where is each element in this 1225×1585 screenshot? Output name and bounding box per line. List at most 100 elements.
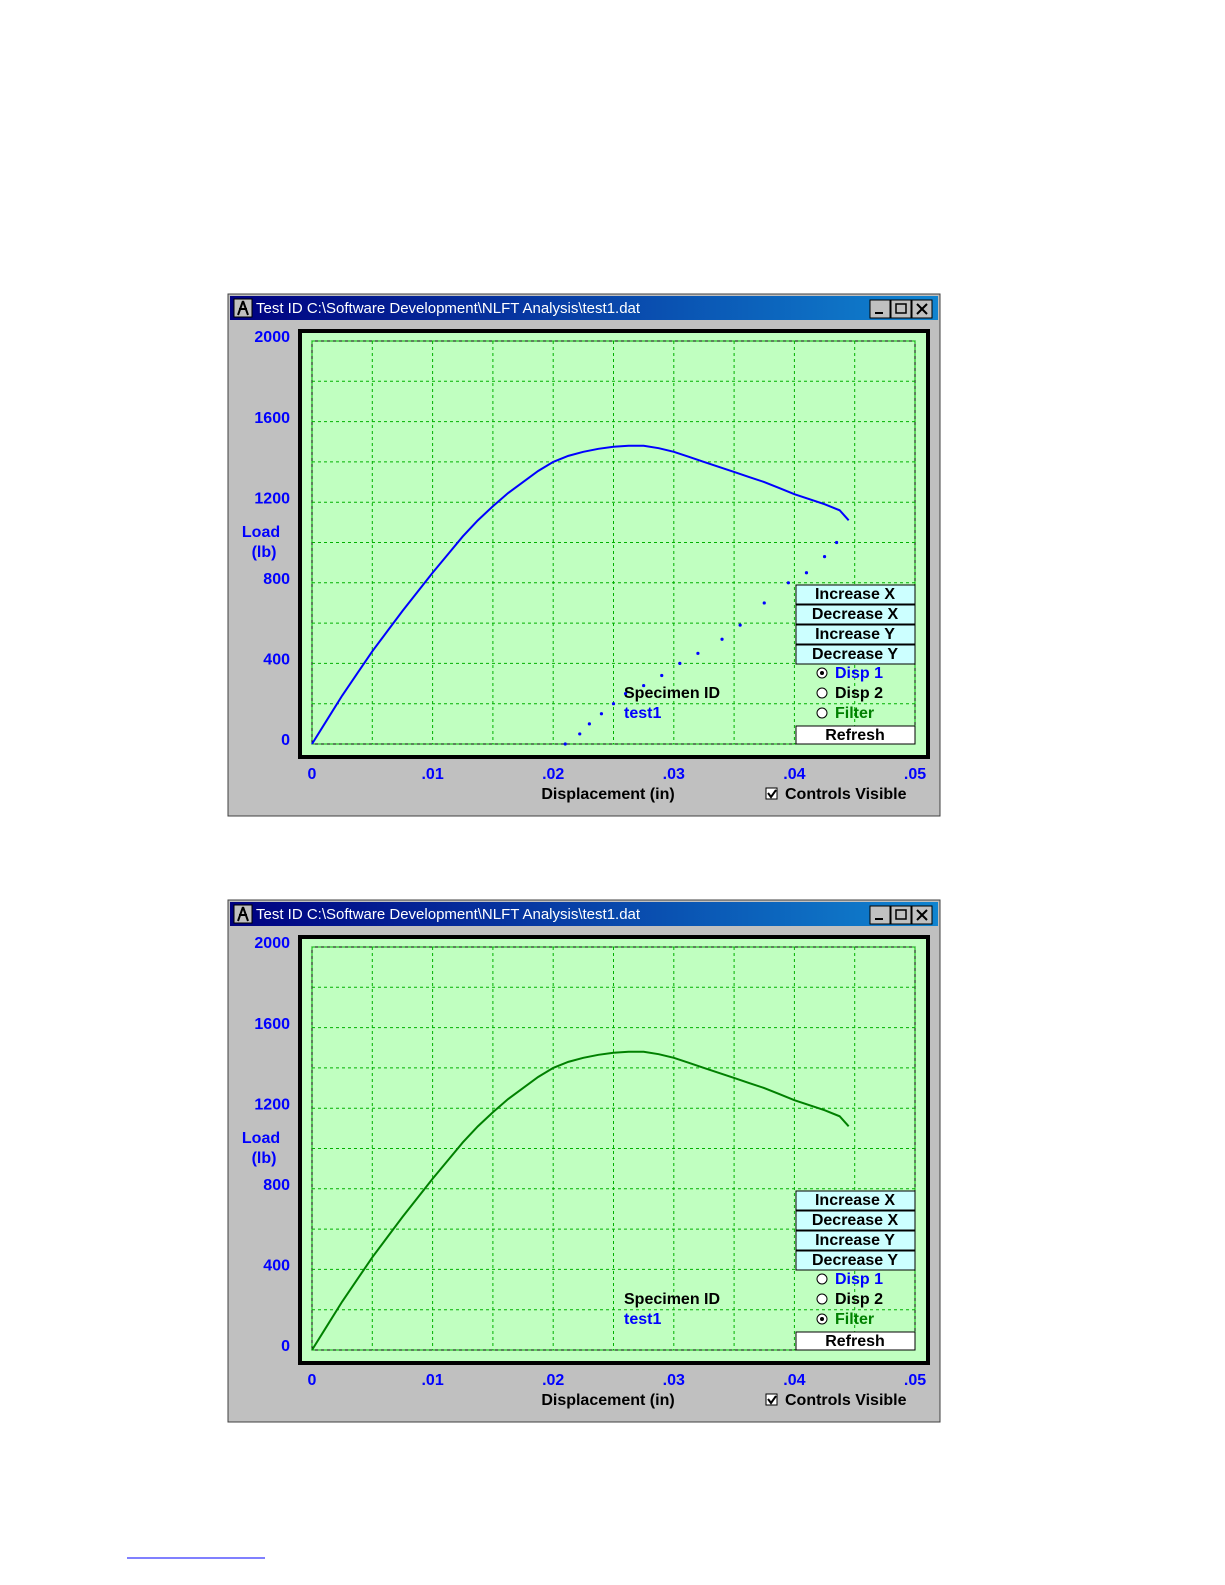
maximize-glyph	[895, 909, 907, 920]
y-tick-label: 0	[281, 1338, 290, 1355]
radio-label: Disp 2	[835, 1291, 883, 1308]
control-button-label: Decrease Y	[812, 1252, 898, 1269]
control-button[interactable]	[795, 1210, 916, 1231]
x-tick-label: .05	[904, 1372, 926, 1389]
checkbox-check	[767, 789, 777, 799]
specimen-label: Specimen ID	[624, 1291, 720, 1308]
radio-dot	[820, 1317, 824, 1321]
data-point	[835, 540, 839, 545]
radio-button[interactable]	[816, 1293, 828, 1305]
checkbox-label: Controls Visible	[785, 786, 907, 803]
checkbox[interactable]	[765, 1393, 778, 1406]
radio-button[interactable]	[816, 707, 828, 719]
x-tick-label: .02	[542, 1372, 564, 1389]
data-point	[611, 702, 616, 706]
data-point	[660, 673, 664, 678]
y-tick-label: 1600	[254, 1016, 290, 1033]
data-point	[599, 712, 604, 716]
data-point	[678, 661, 682, 665]
y-tick-label: 800	[263, 571, 290, 588]
data-point	[738, 623, 742, 627]
control-button-label: Increase X	[815, 586, 895, 603]
x-tick-label: .02	[542, 766, 564, 783]
radio-dot	[820, 671, 824, 675]
control-button[interactable]	[795, 584, 916, 605]
y-tick-label: 1600	[254, 410, 290, 427]
y-tick-label: 1200	[254, 490, 290, 507]
y-tick-label: 800	[263, 1177, 290, 1194]
window-title: Test ID C:\Software Development\NLFT Ana…	[256, 300, 641, 317]
checkbox[interactable]	[765, 787, 778, 800]
y-axis-label: (lb)	[252, 1150, 277, 1167]
title-bar	[230, 902, 938, 926]
specimen-id: test1	[624, 705, 661, 722]
window-title: Test ID C:\Software Development\NLFT Ana…	[256, 906, 641, 923]
data-line	[311, 444, 850, 745]
radio-label: Disp 2	[835, 685, 883, 702]
title-bar	[230, 296, 938, 320]
radio-label: Filter	[835, 1311, 874, 1328]
maximize-button[interactable]	[890, 299, 912, 319]
y-tick-label: 2000	[254, 329, 290, 346]
y-tick-label: 0	[281, 732, 290, 749]
control-button[interactable]	[795, 604, 916, 625]
refresh-button[interactable]	[795, 1331, 916, 1351]
x-tick-label: .03	[663, 766, 685, 783]
control-button[interactable]	[795, 1250, 916, 1271]
refresh-label: Refresh	[825, 727, 885, 744]
radio-label: Disp 1	[835, 665, 883, 682]
data-line	[311, 1050, 850, 1351]
control-button-label: Increase Y	[815, 626, 895, 643]
window: Test ID C:\Software Development\NLFT Ana…	[227, 293, 941, 817]
x-tick-label: .04	[783, 1372, 805, 1389]
x-tick-label: 0	[308, 1372, 317, 1389]
control-button-label: Decrease X	[812, 606, 899, 623]
data-point	[587, 722, 591, 726]
maximize-button[interactable]	[890, 905, 912, 925]
checkbox-label: Controls Visible	[785, 1392, 907, 1409]
x-tick-label: .05	[904, 766, 926, 783]
data-point	[720, 637, 724, 641]
close-glyph	[916, 303, 928, 315]
data-point	[578, 732, 582, 736]
y-tick-label: 2000	[254, 935, 290, 952]
y-tick-label: 400	[263, 652, 290, 669]
x-tick-label: .01	[421, 1372, 443, 1389]
control-button-label: Decrease X	[812, 1212, 899, 1229]
data-point	[563, 742, 567, 746]
x-axis-label: Displacement (in)	[541, 786, 674, 803]
control-button[interactable]	[795, 624, 916, 645]
control-button[interactable]	[795, 1230, 916, 1251]
y-tick-label: 400	[263, 1258, 290, 1275]
y-tick-label: 1200	[254, 1096, 290, 1113]
app-icon-glyph	[237, 906, 249, 922]
radio-button[interactable]	[816, 1273, 828, 1285]
data-point	[642, 683, 646, 688]
window: Test ID C:\Software Development\NLFT Ana…	[227, 899, 941, 1423]
control-button-label: Increase Y	[815, 1232, 895, 1249]
data-point	[804, 571, 809, 575]
control-button[interactable]	[795, 644, 916, 665]
control-button-label: Decrease Y	[812, 646, 898, 663]
radio-button[interactable]	[816, 687, 828, 699]
checkbox-check	[767, 1395, 777, 1405]
y-axis-label: (lb)	[252, 544, 277, 561]
maximize-glyph	[895, 303, 907, 314]
x-tick-label: .01	[421, 766, 443, 783]
control-button[interactable]	[795, 1190, 916, 1211]
x-tick-label: 0	[308, 766, 317, 783]
y-axis-label: Load	[242, 1130, 280, 1147]
refresh-label: Refresh	[825, 1333, 885, 1350]
minimize-button[interactable]	[869, 299, 891, 319]
minimize-button[interactable]	[869, 905, 891, 925]
specimen-label: Specimen ID	[624, 685, 720, 702]
control-button-label: Increase X	[815, 1192, 895, 1209]
y-axis-label: Load	[242, 524, 280, 541]
x-tick-label: .03	[663, 1372, 685, 1389]
data-point	[762, 601, 766, 605]
refresh-button[interactable]	[795, 725, 916, 745]
app-icon-glyph	[237, 300, 249, 316]
data-point	[786, 581, 790, 585]
radio-label: Disp 1	[835, 1271, 883, 1288]
